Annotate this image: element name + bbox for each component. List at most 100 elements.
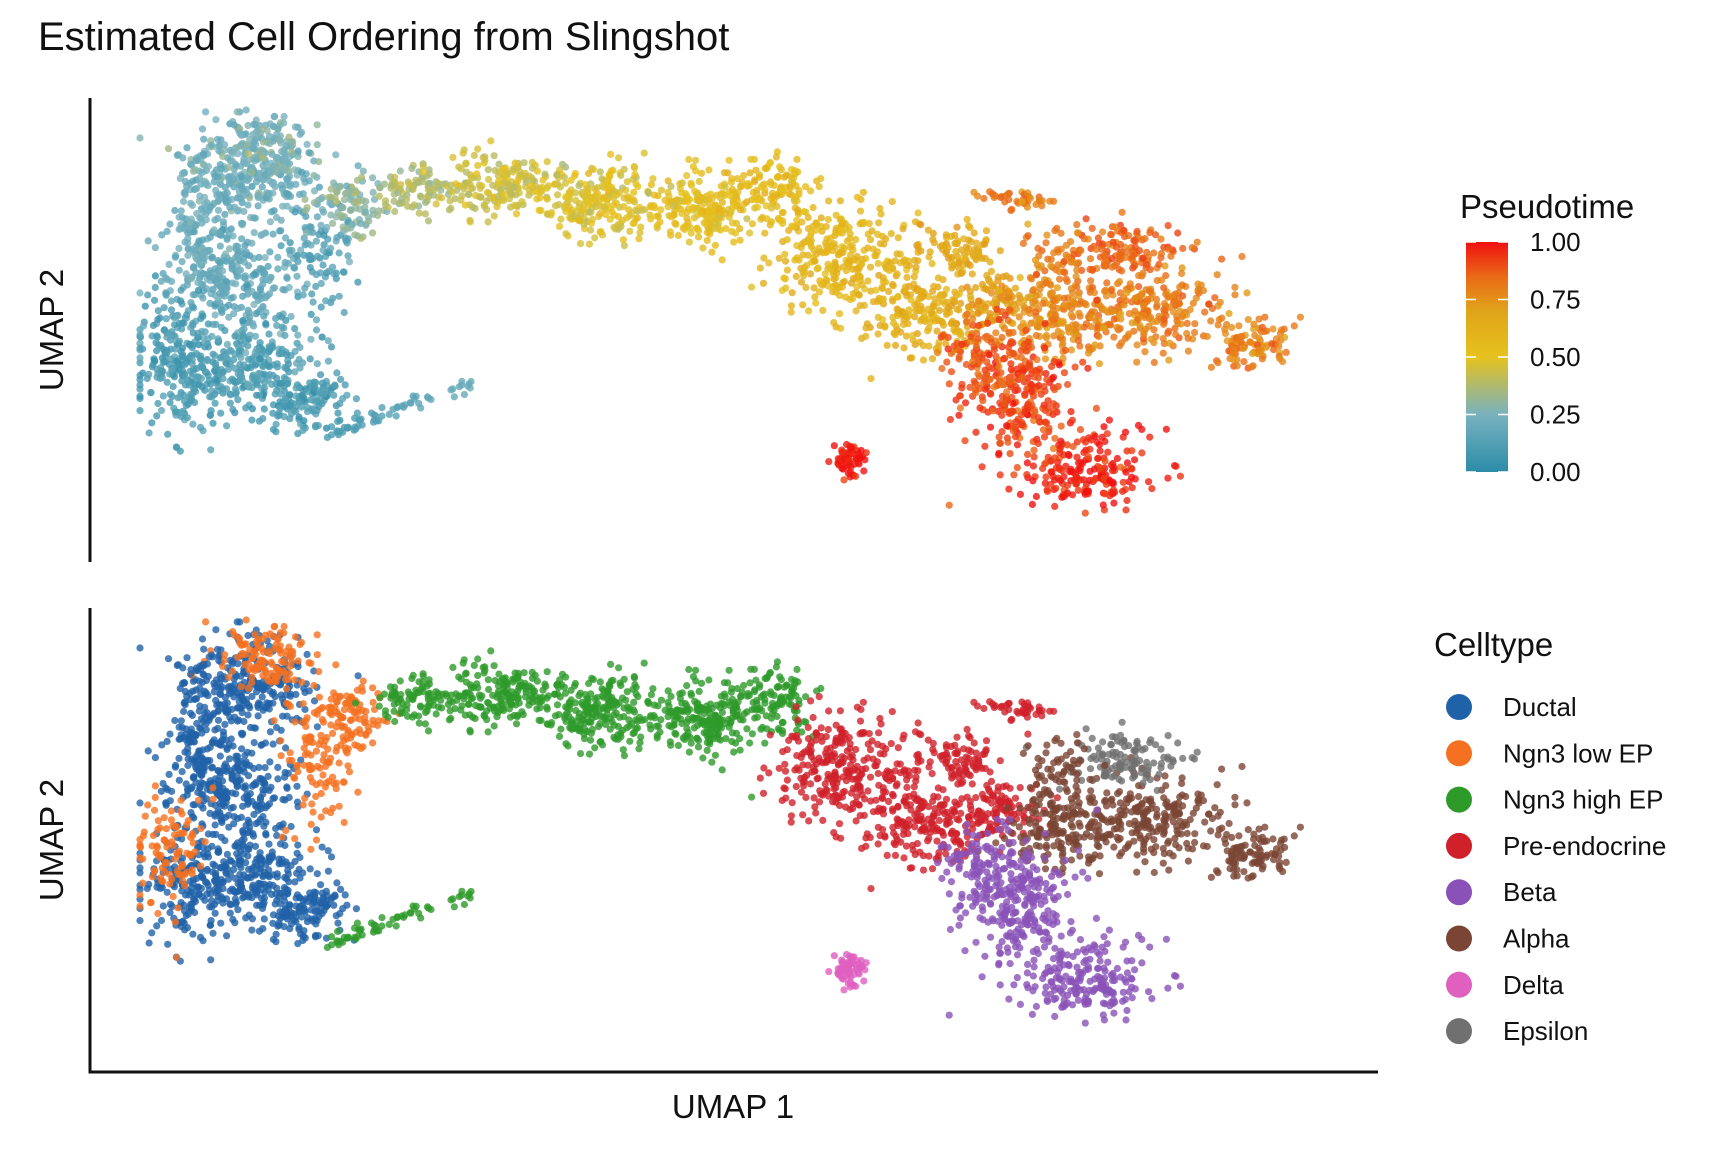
scatter-point	[896, 250, 904, 258]
scatter-point	[235, 698, 243, 706]
scatter-point	[244, 711, 252, 719]
scatter-point	[1081, 300, 1089, 308]
scatter-point	[943, 358, 951, 366]
scatter-point	[212, 361, 220, 369]
scatter-point	[1090, 476, 1098, 484]
scatter-point	[183, 311, 191, 319]
scatter-point	[1051, 434, 1059, 442]
scatter-point	[207, 380, 215, 388]
scatter-point	[266, 371, 274, 379]
scatter-point	[1059, 319, 1067, 327]
scatter-point	[277, 119, 285, 127]
scatter-point	[767, 178, 775, 186]
scatter-point	[177, 297, 185, 305]
scatter-point	[1138, 425, 1146, 433]
scatter-point	[237, 354, 245, 362]
scatter-point	[855, 291, 863, 299]
scatter-point	[166, 370, 174, 378]
scatter-point	[307, 310, 315, 318]
scatter-point	[286, 182, 294, 190]
scatter-point	[928, 355, 937, 363]
scatter-point	[614, 213, 623, 221]
scatter-point	[299, 359, 307, 367]
scatter-point	[990, 383, 998, 391]
scatter-point	[314, 422, 322, 430]
scatter-point	[915, 287, 924, 295]
scatter-point	[674, 231, 683, 240]
scatter-point	[296, 640, 304, 649]
scatter-point	[318, 333, 326, 341]
scatter-point	[511, 159, 519, 167]
scatter-point	[857, 446, 865, 455]
scatter-point	[944, 333, 952, 341]
scatter-point	[1032, 331, 1040, 340]
scatter-point	[779, 187, 787, 195]
scatter-point	[1041, 479, 1049, 487]
scatter-point	[1191, 328, 1199, 337]
scatter-point	[148, 363, 156, 371]
scatter-point	[815, 183, 823, 191]
scatter-point	[761, 164, 769, 173]
scatter-point	[158, 367, 166, 375]
scatter-point	[240, 717, 248, 726]
scatter-point	[234, 396, 242, 404]
scatter-point	[237, 219, 245, 227]
scatter-point	[277, 649, 285, 657]
scatter-point	[261, 254, 269, 262]
scatter-point	[686, 224, 694, 232]
scatter-point	[1013, 464, 1021, 472]
scatter-point	[1087, 277, 1095, 285]
scatter-point	[766, 221, 774, 229]
scatter-point	[250, 724, 258, 732]
scatter-point	[402, 196, 411, 204]
scatter-point	[995, 362, 1003, 370]
scatter-point	[1058, 467, 1066, 475]
scatter-point	[160, 304, 168, 312]
scatter-point	[1123, 289, 1131, 297]
scatter-point	[1072, 272, 1080, 280]
scatter-point	[964, 260, 972, 268]
scatter-point	[188, 201, 196, 209]
scatter-point	[266, 630, 274, 638]
scatter-point	[588, 215, 597, 223]
scatter-point	[561, 201, 569, 209]
scatter-point	[443, 182, 451, 190]
scatter-point	[335, 431, 343, 439]
scatter-point	[880, 240, 888, 248]
scatter-point	[263, 292, 271, 300]
scatter-point	[312, 379, 320, 387]
scatter-point	[980, 379, 988, 387]
scatter-point	[202, 179, 210, 187]
scatter-point	[250, 271, 258, 279]
scatter-point	[819, 306, 827, 314]
scatter-point	[268, 150, 276, 158]
scatter-point	[955, 290, 964, 298]
scatter-point	[736, 236, 744, 244]
scatter-point	[924, 226, 932, 234]
scatter-point	[1039, 299, 1047, 308]
scatter-point	[316, 269, 324, 277]
scatter-point	[333, 233, 341, 242]
scatter-point	[225, 301, 233, 309]
scatter-point	[631, 170, 639, 179]
scatter-point	[1081, 509, 1089, 517]
scatter-point	[280, 622, 288, 631]
scatter-point	[872, 286, 880, 294]
scatter-point	[1193, 238, 1201, 246]
scatter-point	[294, 258, 302, 266]
scatter-point	[181, 238, 189, 246]
scatter-point	[1006, 378, 1014, 386]
scatter-point	[227, 294, 235, 302]
scatter-point	[238, 139, 246, 147]
scatter-point	[252, 360, 260, 368]
scatter-point	[507, 188, 515, 197]
scatter-point	[313, 141, 321, 149]
scatter-point	[291, 325, 299, 333]
scatter-point	[1246, 338, 1254, 346]
scatter-point	[961, 437, 969, 445]
scatter-point	[1195, 285, 1203, 293]
scatter-point	[216, 259, 224, 267]
scatter-point	[1074, 292, 1083, 300]
scatter-point	[862, 332, 870, 340]
scatter-point	[553, 191, 562, 199]
